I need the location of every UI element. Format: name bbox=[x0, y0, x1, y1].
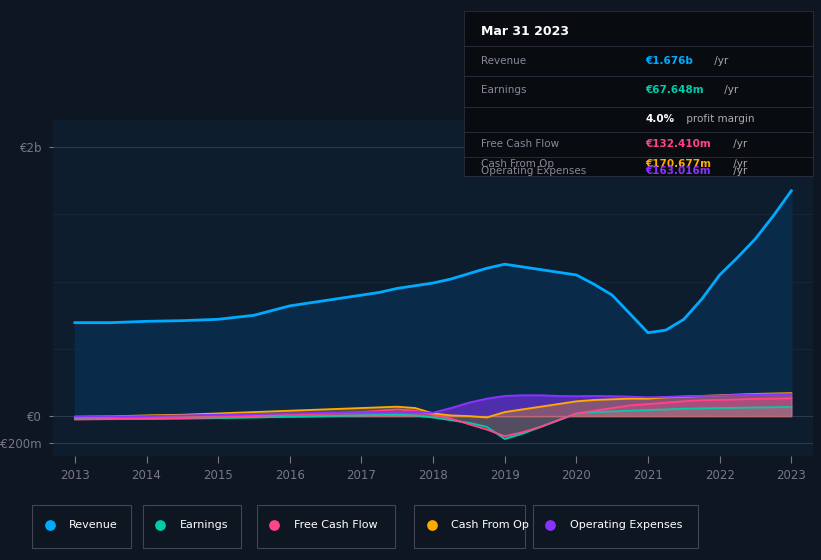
Text: /yr: /yr bbox=[730, 166, 747, 176]
Bar bbox=[415, 505, 525, 548]
Bar bbox=[533, 505, 698, 548]
Point bbox=[154, 521, 167, 530]
Text: Free Cash Flow: Free Cash Flow bbox=[481, 139, 559, 149]
Text: Cash From Op: Cash From Op bbox=[452, 520, 530, 530]
Text: €1.676b: €1.676b bbox=[645, 56, 693, 66]
Text: €132.410m: €132.410m bbox=[645, 139, 711, 149]
Bar bbox=[32, 505, 131, 548]
Text: Revenue: Revenue bbox=[481, 56, 526, 66]
Text: Earnings: Earnings bbox=[180, 520, 228, 530]
Text: Free Cash Flow: Free Cash Flow bbox=[294, 520, 378, 530]
Text: €170.677m: €170.677m bbox=[645, 159, 711, 169]
Text: /yr: /yr bbox=[711, 56, 728, 66]
Text: Operating Expenses: Operating Expenses bbox=[481, 166, 586, 176]
Text: /yr: /yr bbox=[721, 86, 738, 96]
Text: Earnings: Earnings bbox=[481, 86, 527, 96]
Text: Cash From Op: Cash From Op bbox=[481, 159, 554, 169]
Point bbox=[43, 521, 56, 530]
Text: /yr: /yr bbox=[730, 159, 747, 169]
Text: €67.648m: €67.648m bbox=[645, 86, 704, 96]
Point bbox=[544, 521, 557, 530]
Bar bbox=[143, 505, 241, 548]
Text: €163.016m: €163.016m bbox=[645, 166, 711, 176]
Text: Revenue: Revenue bbox=[69, 520, 118, 530]
Text: Operating Expenses: Operating Expenses bbox=[570, 520, 682, 530]
Point bbox=[268, 521, 281, 530]
Text: Mar 31 2023: Mar 31 2023 bbox=[481, 25, 569, 38]
Text: 4.0%: 4.0% bbox=[645, 114, 674, 124]
Text: profit margin: profit margin bbox=[683, 114, 754, 124]
Point bbox=[425, 521, 438, 530]
Bar bbox=[257, 505, 395, 548]
Text: /yr: /yr bbox=[730, 139, 747, 149]
